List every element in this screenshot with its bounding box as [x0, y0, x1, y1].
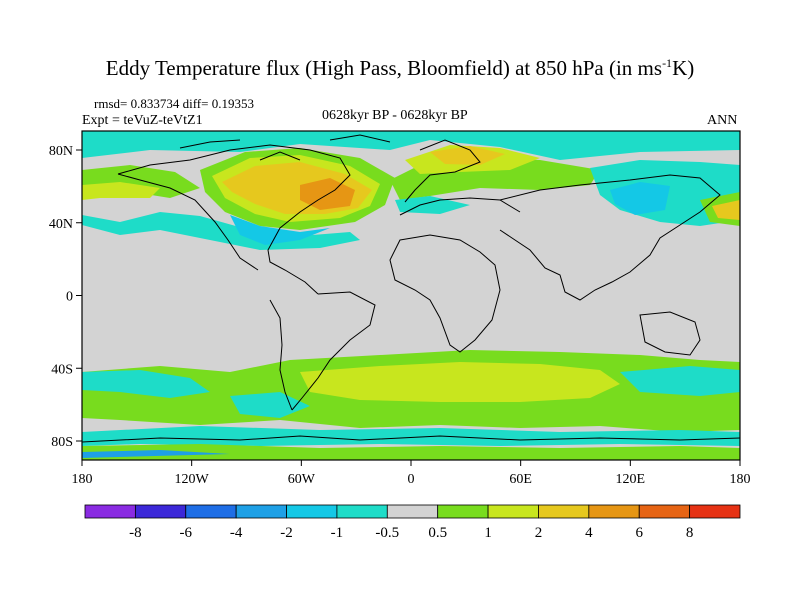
colorbar-label: -1 [331, 525, 344, 541]
lat-label-80N: 80N [49, 144, 73, 159]
field-arctic-cyan [82, 131, 740, 160]
colorbar-label: -2 [280, 525, 293, 541]
field-scandinavia-orange [430, 146, 505, 165]
field-gulf-stream-blue [230, 215, 330, 245]
field-antarctic-cyan [82, 426, 740, 446]
colorbar-swatch [84, 504, 136, 519]
colorbar-label: 8 [686, 525, 694, 541]
colorbar-label: 6 [635, 525, 643, 541]
map-field [82, 131, 740, 460]
plot-title-tail: K) [672, 56, 695, 80]
colorbar-swatch [336, 504, 388, 519]
lat-label-0: 0 [66, 290, 73, 305]
colorbar-label: 2 [535, 525, 543, 541]
coastlines [82, 134, 740, 443]
colorbar-swatch [286, 504, 338, 519]
colorbar-swatch [538, 504, 590, 519]
field-drake-cyan [230, 392, 310, 418]
field-south-indian-cyan [620, 366, 740, 396]
colorbar-swatch [487, 504, 539, 519]
period-label: 0628kyr BP - 0628kyr BP [322, 108, 468, 123]
colorbar-label: -0.5 [375, 525, 399, 541]
plot-title-superscript: -1 [662, 56, 673, 70]
lon-label-60W: 60W [288, 472, 316, 487]
colorbar-label: -4 [230, 525, 243, 541]
field-europe-cyan [395, 196, 470, 214]
lat-label-40S: 40S [51, 362, 73, 377]
colorbar-label: 4 [585, 525, 593, 541]
field-south-pacific-cyan [82, 370, 210, 398]
plot-title: Eddy Temperature flux (High Pass, Bloomf… [0, 56, 800, 81]
colorbar-swatch [437, 504, 489, 519]
lon-label-180: 180 [730, 472, 751, 487]
colorbar-swatch [386, 504, 439, 519]
colorbar-swatch [689, 504, 741, 519]
colorbar-swatch [185, 504, 237, 519]
lon-label-120W: 120W [175, 472, 210, 487]
colorbar-swatch [638, 504, 691, 519]
lon-label-0: 0 [408, 472, 415, 487]
field-northwest-pacific-blue [610, 182, 670, 215]
colorbar-swatch [235, 504, 287, 519]
colorbar-swatch [134, 504, 187, 519]
field-southern-ocean-yellow [300, 362, 620, 402]
colorbar-swatch [588, 504, 640, 519]
map-axes: 80N 40N 0 40S 80S 180 120W 60W 0 60E 120E 180 [49, 144, 751, 487]
plot-title-main: Eddy Temperature flux (High Pass, Bloomf… [105, 56, 663, 80]
lat-label-40N: 40N [49, 217, 73, 232]
season-label: ANN [707, 113, 738, 128]
colorbar-label: -6 [180, 525, 193, 541]
lon-label-60E: 60E [509, 472, 532, 487]
lon-label-180: 180 [72, 472, 93, 487]
colorbar-label: -8 [129, 525, 142, 541]
field-north-pacific-yellow [82, 182, 160, 200]
field-antarctic-blue [82, 450, 230, 458]
expt-label: Expt = teVuZ-teVtZ1 [82, 113, 203, 128]
stats-label: rmsd= 0.833734 diff= 0.19353 [94, 96, 254, 111]
colorbar-label: 1 [484, 525, 492, 541]
lat-label-80S: 80S [51, 435, 73, 450]
field-bering-orange [712, 200, 740, 220]
field-antarctic-green [82, 444, 740, 460]
colorbar-label: 0.5 [428, 525, 447, 541]
lon-label-120E: 120E [616, 472, 646, 487]
colorbar: -8 -6 -4 -2 -1 -0.5 0.5 1 2 4 6 8 [84, 504, 741, 541]
